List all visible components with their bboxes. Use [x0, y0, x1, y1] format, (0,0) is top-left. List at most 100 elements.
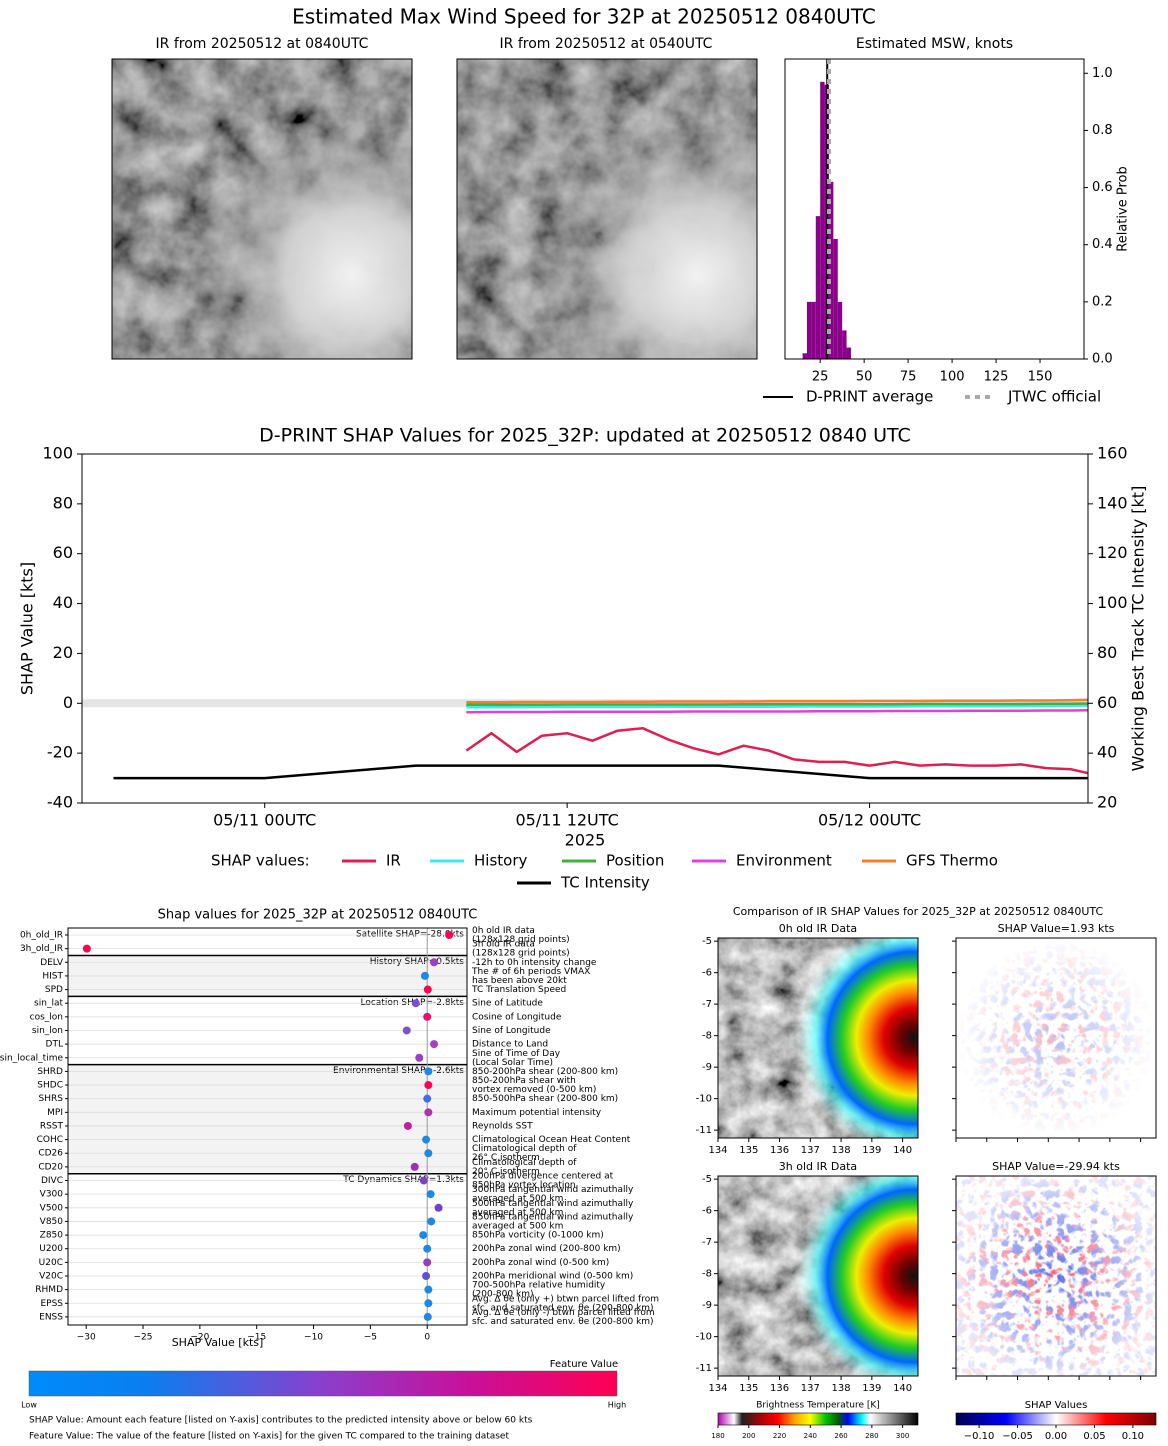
feature-colorbar: [28, 1370, 618, 1397]
feature-label: EPSS: [40, 1299, 63, 1309]
feature-description: (128x128 grid points): [472, 949, 570, 959]
shap-dot: [423, 1012, 432, 1021]
y-tick-label: 20: [53, 643, 73, 662]
x-tick-label: 135: [739, 1383, 758, 1394]
panel-group-title: Comparison of IR SHAP Values for 2025_32…: [733, 905, 1104, 918]
shap-dot: [403, 1121, 412, 1130]
colorbar: [717, 1412, 919, 1426]
y-tick-label: -40: [47, 793, 73, 812]
feature-description: 700-500hPa relative humidity: [472, 1281, 606, 1291]
feature-description: averaged at 500 km: [472, 1194, 563, 1204]
shap-dot: [430, 958, 439, 967]
y2-tick-label: 40: [1097, 743, 1117, 762]
y2-axis-label: Working Best Track TC Intensity [kt]: [1129, 486, 1148, 772]
y-tick-label: -7: [702, 999, 712, 1010]
colorbar-tick-label: 0.00: [1045, 1431, 1067, 1442]
bar: [837, 301, 843, 359]
shap-dot: [420, 971, 429, 980]
panel-frame: [717, 937, 919, 1139]
x-tick-label: 140: [893, 1383, 912, 1394]
ir-image: [111, 58, 413, 360]
feature-description: averaged at 500 km: [472, 1208, 563, 1218]
colorbar-tick-label: −0.05: [1002, 1431, 1033, 1442]
feature-description: 850hPa vorticity (0-1000 km): [472, 1231, 604, 1241]
bar: [846, 347, 851, 359]
feature-label: U20C: [39, 1258, 63, 1268]
x-tick-label: 05/12 00UTC: [818, 811, 921, 830]
shap-dot: [424, 1081, 433, 1090]
bar: [820, 81, 825, 359]
ir-colors: [718, 1176, 918, 1376]
ir-image: [456, 58, 758, 360]
shap-dot: [411, 999, 420, 1008]
ir-panel: [717, 1175, 919, 1377]
feature-label: SHRS: [39, 1094, 64, 1104]
y-tick-label: -6: [702, 968, 712, 979]
x-tick-label: 25: [812, 370, 829, 385]
series-line: [466, 704, 1089, 709]
y2-tick-label: 80: [1097, 643, 1117, 662]
shap-dot: [423, 1094, 432, 1103]
shap-dot: [423, 1312, 432, 1321]
shap-fade: [956, 1176, 1156, 1376]
panel-title: 3h old IR Data: [779, 1160, 857, 1173]
feature-description: 850hPa vortex location: [472, 1181, 576, 1191]
feature-label: SHRD: [37, 1067, 63, 1077]
feature-label: MPI: [47, 1108, 63, 1118]
colorbar-tick-label: 200: [742, 1432, 755, 1440]
panel-frame: [717, 1175, 919, 1377]
bar: [815, 216, 821, 359]
y-axis-label: SHAP Value [kts]: [18, 562, 37, 695]
x-tick-label: 139: [862, 1383, 881, 1394]
feature-label: 0h_old_IR: [20, 931, 63, 941]
feature-label: cos_lon: [30, 1012, 63, 1022]
feature-description: (Local Solar Time): [472, 1058, 553, 1068]
feature-label: SHDC: [37, 1081, 63, 1091]
chart-title: Estimated MSW, knots: [856, 36, 1013, 52]
feature-label: U200: [39, 1244, 63, 1254]
feature-label: ENSS: [39, 1312, 63, 1322]
feature-description: 850-200hPa shear with: [472, 1076, 576, 1086]
panel-title: SHAP Value=-29.94 kts: [992, 1160, 1120, 1173]
panel-frame: [955, 937, 1157, 1139]
feature-description: 300hPa tangential wind azimuthally: [472, 1185, 634, 1195]
shap-fade: [956, 938, 1156, 1138]
image-frame: [111, 58, 413, 360]
shap-dot: [424, 1067, 433, 1076]
y-tick-label: -10: [696, 1332, 712, 1343]
feature-description: sfc. and saturated env. θe (200-800 km): [472, 1303, 654, 1313]
bar: [842, 330, 847, 359]
feature-label: SPD: [45, 985, 63, 995]
shap-dot: [422, 1272, 431, 1280]
feature-label: V850: [40, 1217, 64, 1227]
colorbar-tick-label: 300: [896, 1432, 909, 1440]
y-tick-label: 100: [42, 444, 73, 463]
colorbar-tick-label: 180: [711, 1432, 724, 1440]
x-tick-label: 138: [832, 1145, 851, 1156]
shap-dot: [423, 1258, 432, 1267]
x-tick-label: 135: [739, 1145, 758, 1156]
y-tick-label: 60: [53, 543, 73, 562]
x-tick-label: 134: [708, 1145, 727, 1156]
y-tick-label: 40: [53, 593, 73, 612]
x-tick-label: 50: [856, 370, 873, 385]
x-tick-label: 138: [832, 1383, 851, 1394]
y-tick-label: 80: [53, 493, 73, 512]
shap-dot: [445, 931, 454, 939]
axes-frame: [784, 58, 1085, 360]
panel-frame: [955, 1175, 1157, 1377]
feature-description: averaged at 500 km: [472, 1221, 563, 1231]
feature-label: 3h_old_IR: [20, 944, 63, 954]
feature-description: 3h old IR data: [472, 940, 535, 950]
y-tick-label: -11: [696, 1363, 712, 1374]
y-tick-label: -9: [702, 1062, 712, 1073]
legend-label: Environment: [736, 852, 832, 870]
shap-dot: [424, 1149, 433, 1158]
shap-dot: [82, 944, 91, 953]
series-line: [465, 726, 1089, 775]
feature-description: Distance to Land: [472, 1040, 548, 1050]
shap-dot: [415, 1053, 424, 1062]
x-tick-label: 139: [862, 1145, 881, 1156]
